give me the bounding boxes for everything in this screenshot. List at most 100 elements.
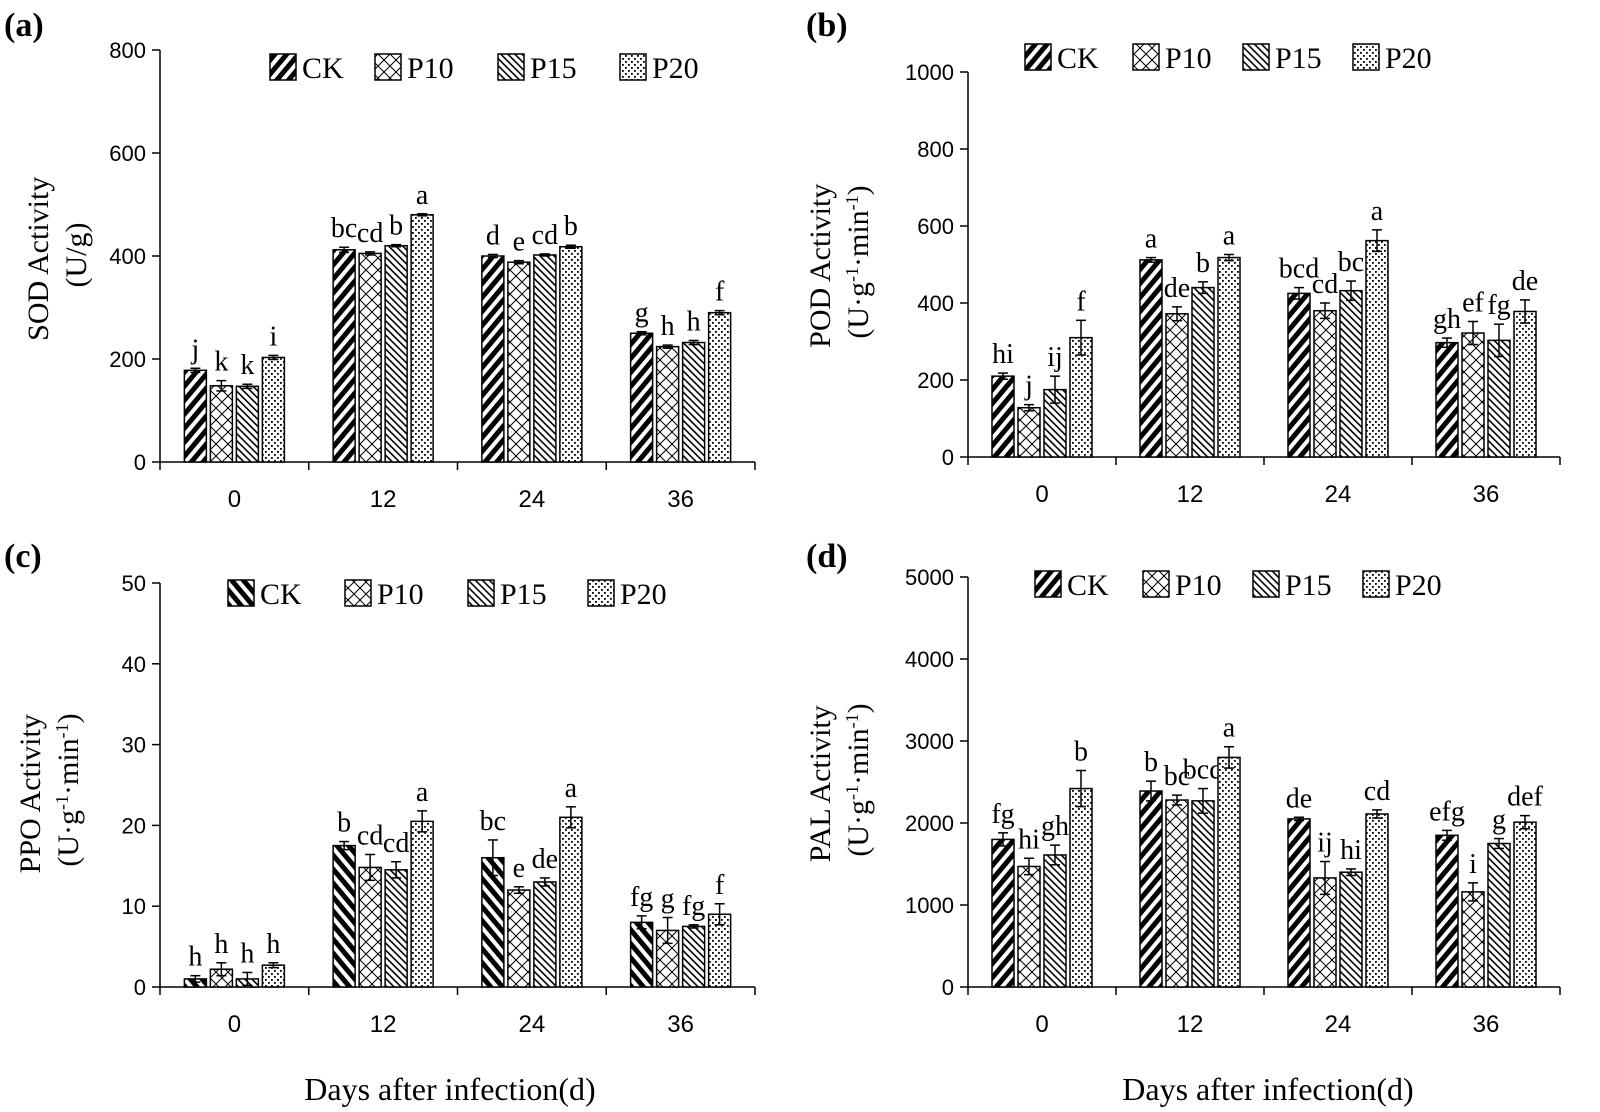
panel-a-legend: CK P10 P15 P20 [269,52,699,85]
bar-p10-day-12 [1165,799,1189,988]
x-tick-label: 0 [1035,481,1048,508]
significance-letter: fg [682,891,705,922]
significance-letter: j [1024,371,1033,402]
bar-ck-day-24 [1287,818,1311,988]
bar-p15-day-36 [1487,842,1511,988]
significance-letter: fg [1487,290,1510,321]
legend-label-p10: P10 [407,52,454,85]
bar-p20-day-24 [1365,813,1389,988]
x-tick-label: 12 [370,486,397,513]
y-tick-label: 3000 [905,729,954,754]
significance-letter: b [389,211,403,242]
bar-p15-day-24 [533,254,557,463]
significance-letter: i [1469,849,1477,880]
bar-ck-day-0 [183,369,208,463]
significance-letter: bc [1338,247,1364,278]
significance-letter: gh [1041,811,1069,842]
x-tick-label: 12 [1177,481,1204,508]
legend-swatch-p20 [1362,570,1390,598]
significance-letter: a [416,180,429,211]
significance-letter: b [337,808,351,839]
significance-letter: i [269,321,277,352]
significance-letter: d [486,220,500,251]
x-tick-label: 36 [667,1011,694,1038]
bar-p15-day-0 [235,385,260,463]
y-tick-label: 40 [122,652,146,677]
significance-letter: e [513,853,525,884]
panel-b-legend: CK P10 P15 P20 [1024,42,1432,75]
legend-swatch-p20 [619,53,647,81]
panel-d-legend: CK P10 P15 P20 [1034,569,1442,602]
bar-p20-day-24 [559,245,583,463]
legend-label-p10: P10 [1175,569,1222,602]
significance-letter: g [1492,805,1506,836]
bar-ck-day-24 [481,856,505,988]
significance-letter: a [1223,220,1236,251]
bar-p15-day-24 [1339,289,1363,458]
bar-p20-day-24 [1365,239,1389,458]
significance-letter: cd [383,828,409,859]
legend-swatch-p10 [344,579,372,607]
significance-letter: h [240,938,254,969]
significance-letter: cd [532,220,558,251]
x-tick-label: 0 [228,1011,241,1038]
legend-swatch-p15 [1252,570,1280,598]
significance-letter: gh [1433,304,1461,335]
panel-a-label: (a) [4,7,44,44]
y-tick-label: 800 [109,38,146,63]
legend-swatch-p20 [587,579,615,607]
bar-p10-day-36 [655,345,680,463]
bar-ck-day-36 [629,921,654,988]
significance-letter: k [214,347,228,378]
legend-swatch-p15 [1242,43,1270,71]
bar-ck-day-0 [991,375,1015,458]
panel-b-label: (b) [806,7,848,44]
significance-letter: cd [357,218,383,249]
x-tick-label: 24 [519,1011,546,1038]
bar-p10-day-24 [1313,309,1337,458]
bar-p15-day-12 [384,869,408,988]
legend-swatch-p10 [1132,43,1160,71]
panel-d-label: (d) [806,538,848,575]
panel-d-xlabel: Days after infection(d) [1122,1071,1413,1107]
y-tick-label: 400 [917,291,954,316]
bar-p20-day-12 [1217,756,1241,988]
significance-letter: bc [1164,761,1190,792]
y-tick-label: 30 [122,733,146,758]
bar-p20-day-36 [1513,310,1537,458]
legend-swatch-p15 [497,53,525,81]
panel-b: (b) POD Activity (U·g-1·min-1) 0 200 400 60… [804,7,1561,508]
significance-letter: hi [992,339,1014,370]
significance-letter: b [1144,747,1158,778]
bar-p10-day-0 [1017,865,1041,988]
panel-c-label: (c) [4,538,42,575]
x-tick-label: 12 [1177,1011,1204,1038]
significance-letter: f [1076,286,1086,317]
legend-label-ck: CK [1067,569,1109,602]
panel-d-ylabel: PAL Activity (U·g-1·min-1) [804,698,875,862]
y-tick-label: 4000 [905,647,954,672]
legend-label-p15: P15 [530,52,577,85]
legend-label-ck: CK [260,578,302,611]
significance-letter: de [1164,273,1190,304]
significance-letter: a [1145,224,1158,255]
bar-p15-day-36 [1487,339,1511,458]
bar-ck-day-24 [1287,292,1311,458]
significance-letter: h [661,311,675,342]
significance-letter: h [266,929,280,960]
bar-ck-day-12 [1139,259,1163,458]
y-tick-label: 800 [917,137,954,162]
significance-letter: bcd [1279,254,1319,285]
y-tick-label: 50 [122,571,146,596]
bar-p20-day-12 [1217,256,1241,458]
bar-ck-day-0 [991,838,1015,988]
significance-letter: cd [357,820,383,851]
significance-letter: fg [630,882,653,913]
legend-swatch-p20 [1352,43,1380,71]
significance-letter: fg [991,799,1014,830]
legend-swatch-ck [269,53,297,81]
panel-c-legend: CK P10 P15 P20 [227,578,667,611]
